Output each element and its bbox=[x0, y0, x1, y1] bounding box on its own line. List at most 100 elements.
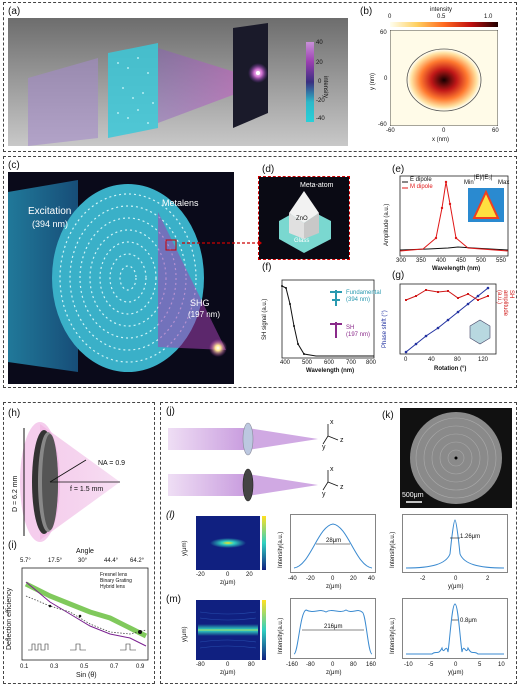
panel-i-xtick: 0.3 bbox=[50, 664, 59, 670]
panel-i-label: (i) bbox=[8, 540, 17, 551]
panel-c-image bbox=[8, 172, 234, 384]
panel-hi bbox=[3, 402, 155, 684]
panel-l-ylabel2: Intensity(a.u.) bbox=[278, 531, 284, 568]
panel-i-xlabel: Sin (θ) bbox=[76, 672, 97, 679]
panel-m-measure2: 0.8μm bbox=[460, 618, 477, 624]
panel-m-xtick2: 0 bbox=[331, 662, 335, 668]
panel-f-ylabel: SH signal (a.u.) bbox=[262, 298, 268, 340]
panel-f-xtick: 700 bbox=[346, 360, 357, 366]
colorbar-a-tick: -40 bbox=[316, 116, 325, 122]
axis-x-label: x bbox=[330, 419, 334, 426]
colorbar-a-tick: 0 bbox=[318, 79, 322, 85]
panel-l-xtick2: -20 bbox=[306, 576, 315, 582]
panel-h-image bbox=[10, 418, 150, 546]
panel-l-xtick2: 0 bbox=[331, 576, 335, 582]
panel-i-top-tick: 64.2° bbox=[130, 558, 145, 564]
panel-d-label: (d) bbox=[262, 164, 275, 175]
panel-f-xtick: 500 bbox=[302, 360, 313, 366]
panel-b-heatmap bbox=[389, 29, 499, 127]
panel-g-xtick: 120 bbox=[478, 357, 489, 363]
panel-l-ylabel3: Intensity(a.u.) bbox=[390, 531, 396, 568]
panel-d-meta-atom: Meta-atom bbox=[300, 182, 334, 189]
panel-m-xtick3: -5 bbox=[428, 662, 434, 668]
panel-f-sh: SH bbox=[346, 325, 355, 331]
panel-m-ylabel3: Intensity(a.u.) bbox=[390, 617, 396, 654]
panel-m-profile-y bbox=[402, 598, 508, 660]
panel-g-xtick: 80 bbox=[454, 357, 461, 363]
panel-k-scale: 500μm bbox=[402, 492, 424, 499]
panel-i-legend-binary: Binary Grating bbox=[100, 578, 132, 584]
panel-e-label: (e) bbox=[392, 164, 405, 175]
panel-l-colorbar bbox=[262, 516, 266, 570]
f-sh-line bbox=[281, 285, 374, 357]
panel-jm bbox=[160, 402, 517, 684]
panel-l-xlabel3: y(μm) bbox=[448, 584, 464, 590]
panel-e-xtick: 400 bbox=[436, 258, 447, 264]
panel-l-xlabel2: z(μm) bbox=[326, 584, 342, 590]
panel-f-chart bbox=[266, 278, 376, 368]
panel-m-xtick3: 10 bbox=[498, 662, 505, 668]
panel-e-xtick: 550 bbox=[496, 258, 507, 264]
panel-e-xtick: 300 bbox=[396, 258, 407, 264]
panel-i-top-tick: 44.4° bbox=[104, 558, 119, 564]
panel-f-fundamental-wl: (394 nm) bbox=[346, 297, 371, 303]
panel-l-xtick2: -40 bbox=[288, 576, 297, 582]
panel-l-profile-z bbox=[290, 514, 376, 574]
panel-i-xtick: 0.7 bbox=[110, 664, 119, 670]
panel-m-xtick3: -10 bbox=[404, 662, 413, 668]
panel-a-colorbar bbox=[306, 42, 314, 122]
panel-b-ytick: -60 bbox=[378, 122, 387, 128]
panel-i-top-tick: 17.5° bbox=[48, 558, 63, 564]
panel-l-xtick3: 2 bbox=[486, 576, 490, 582]
panel-b-xtick: 0 bbox=[442, 128, 446, 134]
panel-f-sh-wl: (197 nm) bbox=[346, 332, 371, 338]
panel-i-chart bbox=[20, 566, 152, 666]
panel-m-profile-z bbox=[290, 598, 376, 660]
panel-l-measure1: 28μm bbox=[326, 538, 342, 544]
panel-l-heatmap bbox=[196, 516, 260, 570]
panel-b-colorbar-title: intensity bbox=[430, 7, 453, 13]
panel-m-heatmap bbox=[196, 600, 260, 660]
panel-m-xtick2: 160 bbox=[366, 662, 377, 668]
panel-h-diameter: D = 6.2 mm bbox=[12, 475, 19, 512]
panel-l-xtick3: 0 bbox=[454, 576, 458, 582]
panel-e-inset-min: Min bbox=[464, 180, 474, 186]
panel-i-legend-fresnel: Fresnel lens bbox=[100, 572, 128, 578]
panel-l-xtick3: -2 bbox=[420, 576, 426, 582]
panel-c-shg-wl: (197 nm) bbox=[188, 310, 221, 319]
panel-c-label: (c) bbox=[8, 160, 20, 171]
panel-j-label: (j) bbox=[166, 406, 175, 417]
panel-i-xtick: 0.5 bbox=[80, 664, 89, 670]
panel-b-xtick: -60 bbox=[386, 128, 395, 134]
panel-m-xtick1: 80 bbox=[248, 662, 255, 668]
panel-k-label: (k) bbox=[382, 410, 394, 421]
panel-d-image bbox=[258, 176, 350, 260]
panel-l-xtick1: 20 bbox=[246, 572, 253, 578]
panel-i-top-title: Angle bbox=[76, 548, 94, 555]
panel-m-xlabel2: z(μm) bbox=[326, 670, 342, 676]
panel-ab bbox=[3, 2, 517, 152]
panel-g-xlabel: Rotation (°) bbox=[434, 366, 467, 372]
panel-e-chart bbox=[378, 174, 512, 278]
colorbar-a-tick: -20 bbox=[316, 98, 325, 104]
panel-b-top-tick: 0.5 bbox=[437, 14, 446, 20]
panel-l-label: (l) bbox=[166, 510, 175, 521]
panel-h-focal: f = 1.5 mm bbox=[70, 486, 104, 493]
panel-e-xtick: 350 bbox=[416, 258, 427, 264]
panel-b-label: (b) bbox=[360, 6, 373, 17]
axis-x-label: x bbox=[330, 466, 334, 473]
panel-k-image bbox=[400, 408, 512, 508]
panel-c-shg: SHG bbox=[190, 298, 210, 308]
panel-m-label: (m) bbox=[166, 594, 181, 605]
panel-e-xtick: 450 bbox=[456, 258, 467, 264]
panel-b-xtick: 60 bbox=[492, 128, 499, 134]
panel-m-measure1: 216μm bbox=[324, 624, 343, 630]
panel-b-top-tick: 1.0 bbox=[484, 14, 493, 20]
panel-e-inset-max: Max bbox=[498, 180, 510, 186]
panel-c-excitation: Excitation bbox=[28, 206, 72, 217]
panel-b-ylabel: y (nm) bbox=[370, 73, 376, 90]
panel-f-xlabel: Wavelength (nm) bbox=[306, 368, 355, 374]
panel-h-label: (h) bbox=[8, 408, 21, 419]
panel-b-top-tick: 0 bbox=[388, 14, 392, 20]
axis-y-label: y bbox=[322, 491, 326, 498]
